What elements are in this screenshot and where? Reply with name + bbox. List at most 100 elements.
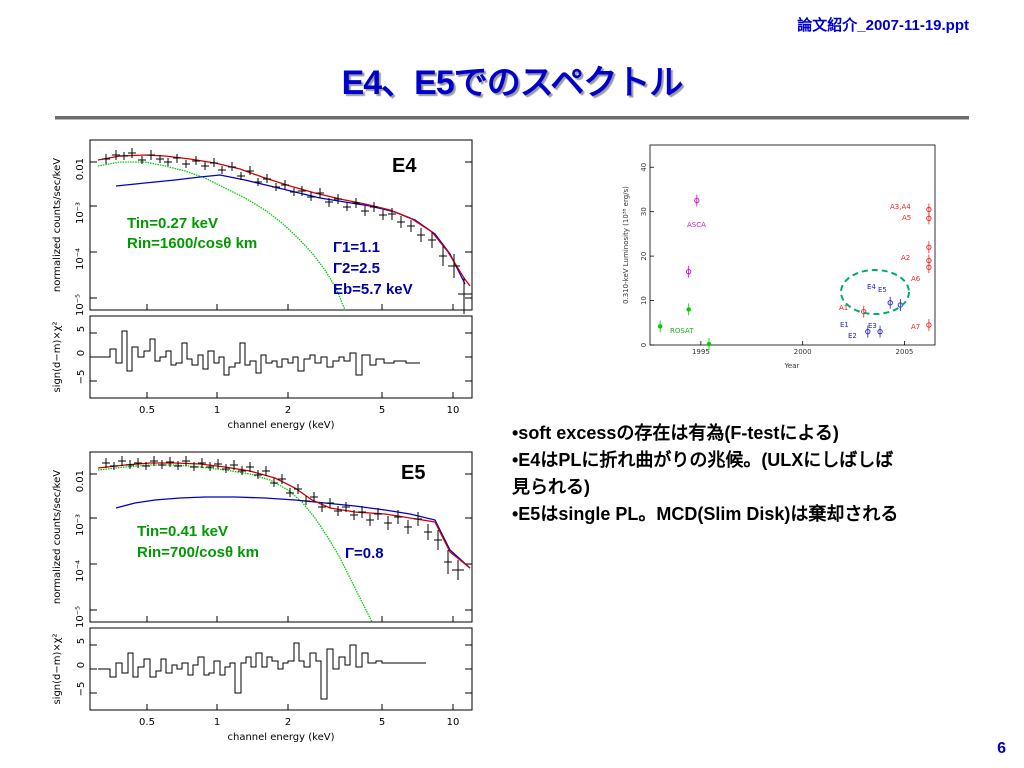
- e4-resid-tick: 0: [76, 350, 87, 356]
- e4-residual-frame: [89, 315, 473, 399]
- lc-label-a1: A1: [839, 304, 848, 312]
- e5-spectrum-plot: 0.01 10⁻³ 10⁻⁴ 10⁻⁵ 5 0 −5 0.5 1 2 5 10 …: [52, 451, 473, 743]
- lc-label-asca: ASCA: [687, 221, 706, 229]
- e5-tin-text: Tin=0.41 keV: [137, 523, 229, 540]
- e5-resid-tick: −5: [76, 682, 87, 697]
- lc-label-rosat: ROSAT: [670, 327, 694, 335]
- lc-label-e4: E4: [867, 283, 876, 291]
- e4-powerlaw-params: Γ1=1.1 Γ2=2.5 Eb=5.7 keV: [333, 237, 413, 300]
- e4-xtick-label: 5: [379, 405, 385, 416]
- e5-residual-trace: [98, 642, 426, 700]
- e4-disk-params: Tin=0.27 keV Rin=1600/cosθ km: [127, 214, 257, 254]
- bullet-e4-break-cont: 見られる): [512, 477, 590, 497]
- e4-spectrum-frame: [89, 139, 473, 311]
- e5-gamma-text: Γ=0.8: [345, 545, 384, 562]
- lc-point: [887, 300, 893, 306]
- lc-point: [657, 324, 663, 329]
- lc-point: [926, 244, 932, 250]
- lc-point: [694, 197, 700, 204]
- e4-gamma2-text: Γ2=2.5: [333, 260, 380, 277]
- e4-resid-tick: −5: [76, 370, 87, 385]
- e4-xtick-label: 10: [447, 405, 460, 416]
- lc-xtick-label: 2005: [896, 348, 914, 356]
- e5-spectrum-frame: [89, 451, 473, 623]
- e5-resid-yaxis-label: sign(d−m)×χ²: [52, 633, 63, 704]
- e4-e5-highlight-ellipse: [840, 269, 910, 315]
- lc-point: [926, 322, 932, 328]
- lc-label-e5: E5: [878, 286, 887, 294]
- lc-ytick-label: 10: [640, 296, 648, 305]
- lc-point: [865, 329, 871, 335]
- lc-data-points: [657, 194, 932, 351]
- lc-yaxis-label: 0.310-keV Luminosity (10³⁸ erg/s): [622, 186, 630, 304]
- e4-xtick-label: 2: [285, 405, 291, 416]
- lc-point: [926, 257, 932, 264]
- e4-eb-text: Eb=5.7 keV: [333, 281, 413, 298]
- bullet-e5-single-pl: •E5はsingle PL。MCD(Slim Disk)は棄却される: [512, 504, 899, 524]
- lc-axis-ticks: 0 10 20 30 40 1995 2000 2005: [640, 163, 913, 356]
- e4-ytick-label: 0.01: [75, 158, 86, 180]
- lc-ytick-label: 40: [640, 163, 648, 172]
- lc-frame: [649, 144, 936, 346]
- e5-resid-tick: 0: [76, 662, 87, 668]
- e5-data-points: [102, 456, 464, 580]
- e4-disk-component-curve: [97, 161, 346, 311]
- e5-xtick-label: 5: [379, 717, 385, 728]
- lc-label-a2: A2: [901, 254, 910, 262]
- lc-label-a5: A5: [902, 214, 911, 222]
- e5-yaxis-label: normalized counts/sec/keV: [52, 470, 63, 604]
- lc-point: [861, 309, 867, 315]
- e5-xaxis-label: channel energy (keV): [227, 732, 334, 743]
- lc-point: [706, 341, 712, 347]
- lc-point: [926, 215, 932, 221]
- e5-disk-params: Tin=0.41 keV Rin=700/cosθ km: [137, 521, 259, 563]
- e5-ytick-label: 0.01: [75, 470, 86, 492]
- e5-xtick-label: 0.5: [139, 717, 155, 728]
- e4-panel-label: E4: [392, 155, 417, 177]
- lc-label-a7: A7: [911, 323, 920, 331]
- e4-ytick-label: 10⁻⁴: [75, 248, 86, 270]
- e5-ytick-label: 10⁻⁴: [75, 560, 86, 582]
- e5-powerlaw-component-curve: [115, 496, 471, 569]
- file-name-label: 論文紹介_2007-11-19.ppt: [797, 17, 969, 34]
- bullet-soft-excess: •soft excessの存在は有為(F-testによる): [512, 423, 839, 443]
- e4-rin-text: Rin=1600/cosθ km: [127, 235, 258, 252]
- e5-panel-label: E5: [401, 462, 426, 484]
- lc-ytick-label: 20: [640, 252, 648, 261]
- e4-tin-text: Tin=0.27 keV: [127, 215, 219, 232]
- e5-xtick-label: 2: [285, 717, 291, 728]
- e4-data-points: [102, 148, 472, 314]
- e4-gamma1-text: Γ1=1.1: [333, 239, 380, 256]
- e4-xtick-label: 1: [214, 405, 220, 416]
- lc-point: [877, 329, 883, 335]
- lc-point: [686, 307, 691, 312]
- title-divider: [55, 116, 969, 120]
- lc-point: [926, 206, 932, 213]
- e4-xtick-label: 0.5: [139, 405, 155, 416]
- e4-spectrum-plot: 0.01 10⁻³ 10⁻⁴ 10⁻⁵ 5 0 −5 0.5 1 2 5 10 …: [52, 139, 473, 431]
- e5-xtick-label: 1: [214, 717, 220, 728]
- e5-ytick-label: 10⁻³: [75, 514, 86, 536]
- e4-ytick-label: 10⁻⁵: [75, 294, 86, 316]
- lc-label-a6: A6: [911, 275, 921, 283]
- e4-resid-tick: 5: [76, 326, 87, 332]
- lc-point: [686, 269, 692, 275]
- slide-title: E4、E5でのスペクトル: [341, 64, 684, 102]
- e4-xaxis-label: channel energy (keV): [227, 420, 334, 431]
- lc-xtick-label: 2000: [794, 348, 812, 356]
- bullet-e4-break: •E4はPLに折れ曲がりの兆候。(ULXにしばしば: [512, 450, 894, 470]
- e5-rin-text: Rin=700/cosθ km: [137, 544, 259, 561]
- lc-xaxis-label: Year: [784, 362, 800, 370]
- lc-xtick-label: 1995: [692, 348, 710, 356]
- e5-xtick-label: 10: [447, 717, 460, 728]
- e4-residual-trace: [98, 330, 420, 376]
- e5-disk-component-curve: [97, 464, 373, 623]
- luminosity-light-curve-chart: 0 10 20 30 40 1995 2000 2005 0.310-keV Luminosi…: [622, 144, 936, 370]
- lc-ytick-label: 30: [640, 207, 648, 216]
- e4-ytick-label: 10⁻³: [75, 202, 86, 224]
- lc-label-e3: E3: [868, 322, 877, 330]
- lc-label-e1: E1: [840, 321, 849, 329]
- lc-label-a3a4: A3,A4: [890, 203, 911, 211]
- lc-ytick-label: 0: [640, 343, 648, 347]
- page-number: 6: [997, 740, 1006, 757]
